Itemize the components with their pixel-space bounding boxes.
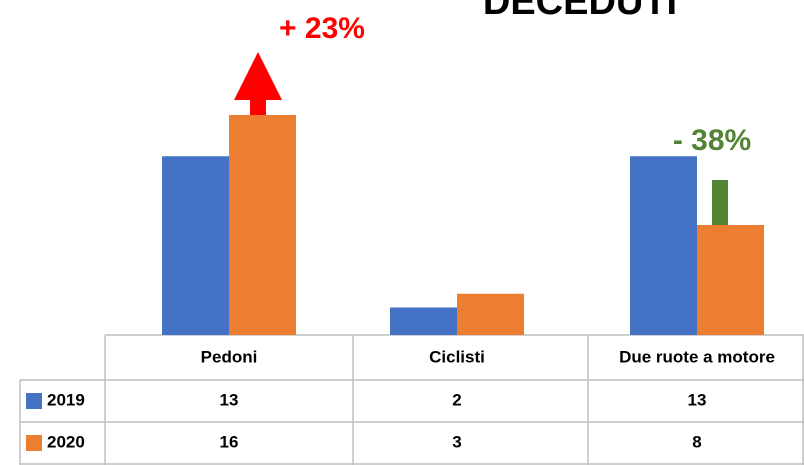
legend-label: 2020 (47, 432, 85, 451)
bar (390, 307, 457, 335)
bar (162, 156, 229, 335)
table-value: 13 (220, 390, 239, 409)
bar (457, 293, 524, 335)
category-label: Ciclisti (429, 347, 485, 366)
bar (229, 115, 296, 335)
table-value: 3 (452, 432, 461, 451)
bar (697, 225, 764, 335)
table-value: 8 (692, 432, 701, 451)
table-value: 2 (452, 390, 461, 409)
table-value: 13 (688, 390, 707, 409)
category-label: Pedoni (201, 347, 258, 366)
legend-swatch (26, 435, 42, 451)
legend-swatch (26, 393, 42, 409)
chart-title: DECEDUTI (483, 0, 677, 23)
category-label: Due ruote a motore (619, 347, 775, 366)
bar (630, 156, 697, 335)
legend-label: 2019 (47, 390, 85, 409)
annotation: + 23% (279, 12, 365, 45)
table-value: 16 (220, 432, 239, 451)
annotation: - 38% (673, 124, 751, 157)
